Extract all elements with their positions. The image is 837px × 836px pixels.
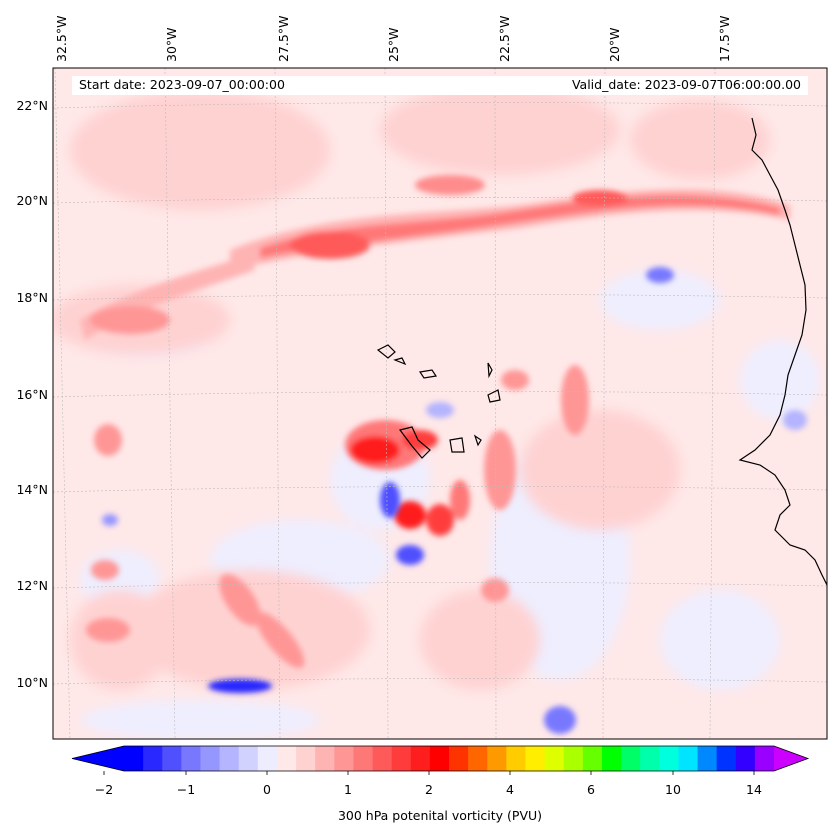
colorbar-segment: [468, 746, 488, 771]
colorbar-segment: [315, 746, 335, 771]
date-infobox: Start date: 2023-09-07_00:00:00 Valid_da…: [72, 76, 808, 95]
colorbar-tick: 10: [665, 782, 681, 797]
colorbar-tick: 0: [263, 782, 271, 797]
valid-date-text: Valid_date: 2023-09-07T06:00:00.00: [571, 77, 801, 92]
colorbar-segment: [334, 746, 354, 771]
colorbar-segment: [640, 746, 660, 771]
colorbar-segment: [410, 746, 431, 771]
colorbar-tick: 2: [425, 782, 433, 797]
colorbar-segment: [391, 746, 412, 771]
colorbar-segment: [754, 746, 775, 771]
pv-field: [53, 68, 827, 739]
colorbar-segment: [181, 746, 201, 771]
colorbar-extend-low: [72, 746, 124, 771]
colorbar-segment: [582, 746, 603, 771]
colorbar-outline: [71, 745, 810, 772]
colorbar-segment: [124, 746, 144, 771]
colorbar-segment: [544, 746, 565, 771]
colorbar-segment: [716, 746, 737, 771]
colorbar-segment: [143, 746, 163, 771]
lat-label: 12°N: [16, 578, 48, 593]
lat-label: 20°N: [16, 193, 48, 208]
colorbar: [71, 745, 810, 775]
colorbar-segment: [449, 746, 469, 771]
colorbar-tick: 6: [587, 782, 595, 797]
lat-label: 10°N: [16, 675, 48, 690]
lat-label: 16°N: [16, 387, 48, 402]
colorbar-segment: [276, 746, 297, 771]
colorbar-segment: [200, 746, 221, 771]
lon-label: 25°W: [386, 27, 401, 62]
colorbar-segment: [353, 746, 374, 771]
colorbar-segment: [296, 746, 316, 771]
colorbar-segment: [621, 746, 641, 771]
lon-label: 22.5°W: [497, 15, 512, 62]
lon-label: 30°W: [164, 27, 179, 62]
colorbar-tick: 4: [506, 782, 514, 797]
colorbar-segment: [563, 746, 584, 771]
colorbar-segment: [735, 746, 756, 771]
colorbar-tick: −2: [94, 782, 114, 797]
colorbar-tick: 1: [344, 782, 352, 797]
lat-label: 22°N: [16, 98, 48, 113]
lat-label: 14°N: [16, 482, 48, 497]
colorbar-segment: [601, 746, 622, 771]
colorbar-segment: [257, 746, 278, 771]
lon-label: 32.5°W: [54, 15, 69, 62]
colorbar-segment: [525, 746, 546, 771]
colorbar-segment: [487, 746, 507, 771]
start-date-text: Start date: 2023-09-07_00:00:00: [79, 77, 285, 92]
colorbar-tick: 14: [746, 782, 762, 797]
lon-label: 20°W: [607, 27, 622, 62]
lat-label: 18°N: [16, 290, 48, 305]
lon-label: 17.5°W: [717, 15, 732, 62]
colorbar-segment: [238, 746, 259, 771]
colorbar-segment: [659, 746, 679, 771]
colorbar-tick: −1: [176, 782, 196, 797]
lon-label: 27.5°W: [276, 15, 291, 62]
colorbar-extend-high: [774, 746, 808, 771]
colorbar-segment: [162, 746, 182, 771]
colorbar-segment: [506, 746, 526, 771]
colorbar-label: 300 hPa potenital vorticity (PVU): [337, 808, 543, 823]
colorbar-segment: [429, 746, 450, 771]
colorbar-segment: [678, 746, 699, 771]
colorbar-segment: [372, 746, 393, 771]
colorbar-segment: [697, 746, 718, 771]
colorbar-segment: [219, 746, 240, 771]
coastline: [738, 117, 827, 586]
